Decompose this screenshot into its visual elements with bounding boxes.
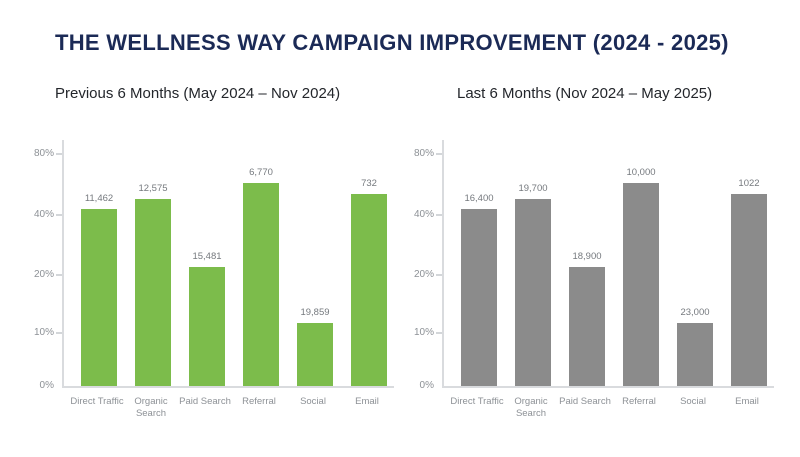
bar-value-label-social: 19,859 (300, 307, 330, 318)
bars-group: 11,462 12,575 15,481 6,770 19,859 732 (64, 140, 394, 386)
bar-slot-referral: 6,770 (243, 167, 279, 386)
y-axis-tick-label: 80% (413, 148, 434, 160)
bar-social (297, 323, 333, 386)
category-label-paid-search: Paid Search (559, 396, 611, 407)
category-label-referral: Referral (242, 396, 276, 407)
category-label-paid-search: Paid Search (179, 396, 231, 407)
category-label-organic-search: Organic Search (134, 396, 168, 419)
bar-value-label-email: 1022 (738, 178, 760, 189)
plot-area: 0% 10% 20% 40% 80% 16,400 19,700 18,900 10,000 23… (414, 140, 774, 391)
category-slot-paid-search: Paid Search (179, 394, 231, 428)
y-axis-tick-label: 10% (413, 327, 434, 339)
bar-slot-organic-search: 19,700 (515, 183, 551, 386)
bar-slot-direct-traffic: 16,400 (461, 193, 497, 386)
bar-organic-search (515, 199, 551, 386)
x-axis-category-labels: Direct Traffic Organic Search Paid Search R… (442, 394, 772, 428)
category-label-referral: Referral (622, 396, 656, 407)
bar-email (351, 194, 387, 386)
page-title: THE WELLNESS WAY CAMPAIGN IMPROVEMENT (2… (55, 30, 729, 55)
y-axis-tick-label: 20% (33, 269, 54, 281)
bar-value-label-organic-search: 12,575 (138, 183, 168, 194)
y-axis-tick-mark (56, 153, 62, 156)
category-slot-direct-traffic: Direct Traffic (450, 394, 503, 428)
bar-social (677, 323, 713, 386)
y-axis-tick-mark (56, 274, 62, 277)
bar-slot-direct-traffic: 11,462 (81, 193, 117, 386)
y-axis-tick-mark (56, 214, 62, 217)
category-slot-direct-traffic: Direct Traffic (70, 394, 123, 428)
y-axis-tick-label: 10% (33, 327, 54, 339)
chart-last-6-months: Last 6 Months (Nov 2024 – May 2025) 0% 10… (414, 85, 790, 428)
bar-value-label-referral: 10,000 (626, 167, 656, 178)
bar-value-label-paid-search: 15,481 (192, 251, 222, 262)
plot-area: 0% 10% 20% 40% 80% 11,462 12,575 15,481 6,770 19,… (34, 140, 394, 391)
bar-value-label-referral: 6,770 (249, 167, 273, 178)
y-axis-tick-mark (436, 153, 442, 156)
bar-slot-email: 732 (351, 178, 387, 386)
bar-slot-referral: 10,000 (623, 167, 659, 386)
bar-referral (243, 183, 279, 386)
bar-value-label-paid-search: 18,900 (572, 251, 602, 262)
category-slot-social: Social (295, 394, 331, 428)
chart-subtitle-last: Last 6 Months (Nov 2024 – May 2025) (457, 85, 713, 102)
y-axis-tick-label: 0% (39, 380, 54, 391)
y-axis-tick-label: 40% (33, 209, 54, 221)
category-slot-referral: Referral (621, 394, 657, 428)
bar-slot-social: 19,859 (297, 307, 333, 386)
y-axis-tick-label: 0% (419, 380, 434, 391)
category-label-direct-traffic: Direct Traffic (70, 396, 124, 407)
y-axis-tick-mark (436, 274, 442, 277)
category-label-social: Social (680, 396, 706, 407)
bar-slot-social: 23,000 (677, 307, 713, 386)
bar-email (731, 194, 767, 386)
bar-slot-paid-search: 18,900 (569, 251, 605, 386)
category-slot-email: Email (349, 394, 385, 428)
bar-slot-paid-search: 15,481 (189, 251, 225, 386)
chart-subtitle-previous: Previous 6 Months (May 2024 – Nov 2024) (55, 85, 341, 102)
category-slot-organic-search: Organic Search (133, 394, 169, 428)
category-label-organic-search: Organic Search (514, 396, 548, 419)
bar-referral (623, 183, 659, 386)
category-label-email: Email (735, 396, 759, 407)
bar-paid-search (569, 267, 605, 386)
category-slot-organic-search: Organic Search (513, 394, 549, 428)
y-axis-tick-label: 80% (33, 148, 54, 160)
category-slot-social: Social (675, 394, 711, 428)
bar-value-label-direct-traffic: 16,400 (464, 193, 494, 204)
bar-slot-organic-search: 12,575 (135, 183, 171, 386)
y-axis-tick-mark (436, 332, 442, 335)
bar-direct-traffic (461, 209, 497, 386)
chart-previous-6-months: Previous 6 Months (May 2024 – Nov 2024) … (34, 85, 410, 428)
bar-organic-search (135, 199, 171, 386)
bars-group: 16,400 19,700 18,900 10,000 23,000 1022 (444, 140, 774, 386)
bar-value-label-social: 23,000 (680, 307, 710, 318)
x-axis-category-labels: Direct Traffic Organic Search Paid Search R… (62, 394, 392, 428)
category-slot-referral: Referral (241, 394, 277, 428)
y-axis-tick-label: 40% (413, 209, 434, 221)
bar-paid-search (189, 267, 225, 386)
bar-value-label-organic-search: 19,700 (518, 183, 548, 194)
y-axis-tick-mark (436, 214, 442, 217)
bar-direct-traffic (81, 209, 117, 386)
y-axis-tick-mark (56, 332, 62, 335)
category-slot-paid-search: Paid Search (559, 394, 611, 428)
category-label-social: Social (300, 396, 326, 407)
bar-value-label-email: 732 (361, 178, 377, 189)
category-label-email: Email (355, 396, 379, 407)
bar-slot-email: 1022 (731, 178, 767, 386)
category-label-direct-traffic: Direct Traffic (450, 396, 504, 407)
y-axis-tick-label: 20% (413, 269, 434, 281)
bar-value-label-direct-traffic: 11,462 (84, 193, 114, 204)
category-slot-email: Email (729, 394, 765, 428)
